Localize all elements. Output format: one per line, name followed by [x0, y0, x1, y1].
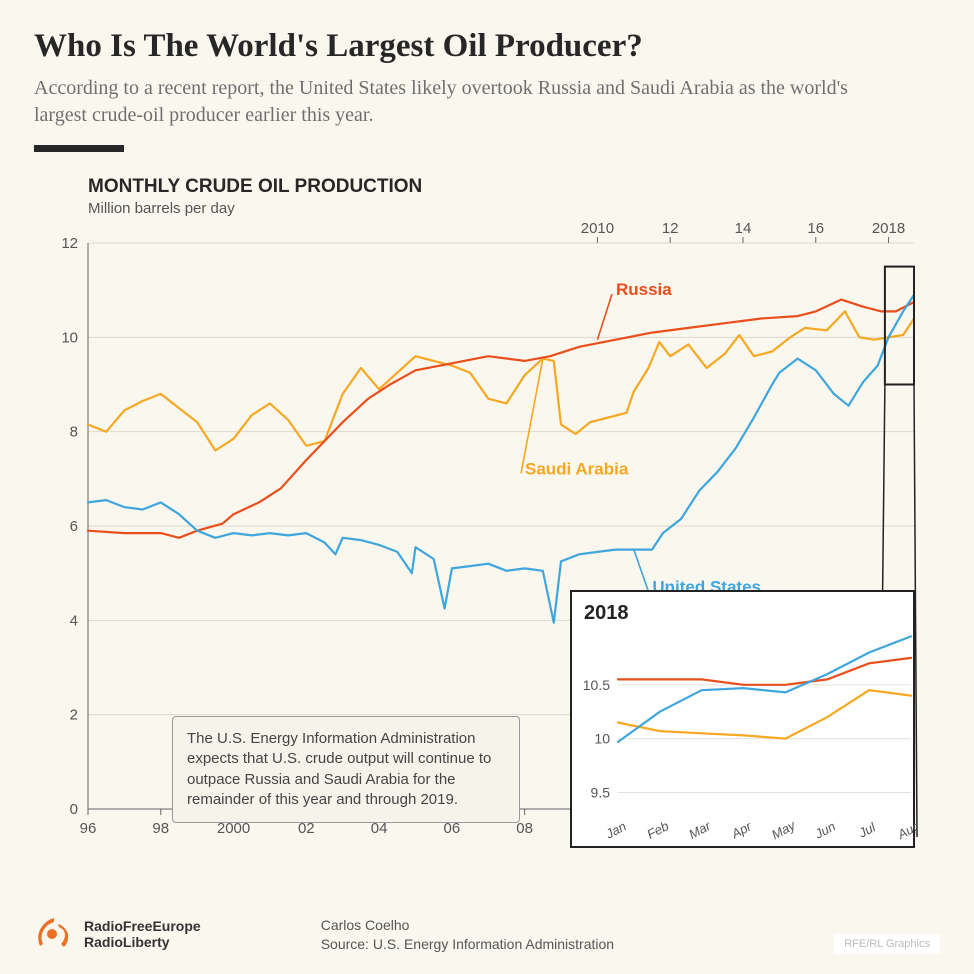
svg-text:Mar: Mar	[686, 818, 713, 842]
svg-text:Aug: Aug	[894, 818, 917, 843]
footer: RadioFreeEurope RadioLiberty Carlos Coel…	[34, 914, 940, 954]
source: Source: U.S. Energy Information Administ…	[321, 935, 614, 954]
svg-text:10: 10	[61, 329, 78, 346]
rferl-logo-icon	[34, 914, 74, 954]
chart-ylabel: Million barrels per day	[88, 200, 934, 217]
svg-text:2: 2	[70, 707, 78, 724]
title-divider	[34, 145, 124, 152]
svg-text:08: 08	[516, 820, 533, 837]
chart-title: MONTHLY CRUDE OIL PRODUCTION	[88, 176, 934, 198]
logo-line1: RadioFreeEurope	[84, 918, 201, 934]
logo-line2: RadioLiberty	[84, 934, 201, 950]
svg-text:Feb: Feb	[644, 818, 671, 842]
svg-text:Russia: Russia	[616, 280, 672, 299]
graphics-tag: RFE/RL Graphics	[834, 934, 940, 954]
svg-text:Saudi Arabia: Saudi Arabia	[525, 459, 629, 478]
svg-text:9.5: 9.5	[591, 784, 611, 800]
svg-text:2018: 2018	[872, 220, 905, 237]
page-title: Who Is The World's Largest Oil Producer?	[34, 28, 940, 65]
svg-text:12: 12	[61, 235, 78, 252]
svg-text:16: 16	[807, 220, 824, 237]
svg-text:May: May	[769, 817, 799, 842]
logo-text: RadioFreeEurope RadioLiberty	[84, 918, 201, 950]
svg-text:Jul: Jul	[855, 819, 879, 841]
svg-text:12: 12	[662, 220, 679, 237]
svg-text:8: 8	[70, 424, 78, 441]
svg-text:10: 10	[594, 731, 610, 747]
inset-year-label: 2018	[584, 602, 913, 625]
page-subtitle: According to a recent report, the United…	[34, 75, 894, 129]
svg-text:10.5: 10.5	[583, 677, 610, 693]
inset-chart: 2018 9.5 10 10.5 Jan Feb Mar Apr May Jun Jul Aug	[570, 590, 915, 848]
svg-text:98: 98	[152, 820, 169, 837]
inset-chart-svg: 9.5 10 10.5 Jan Feb Mar Apr May Jun Jul Aug	[572, 625, 917, 850]
chart-note: The U.S. Energy Information Administrati…	[172, 716, 520, 823]
svg-text:6: 6	[70, 518, 78, 535]
logo-block: RadioFreeEurope RadioLiberty	[34, 914, 201, 954]
svg-text:Jan: Jan	[602, 818, 628, 842]
svg-text:0: 0	[70, 801, 78, 818]
svg-text:96: 96	[80, 820, 97, 837]
infographic-page: Who Is The World's Largest Oil Producer?…	[0, 0, 974, 974]
author: Carlos Coelho	[321, 916, 614, 935]
svg-text:2010: 2010	[581, 220, 614, 237]
svg-text:Jun: Jun	[812, 818, 838, 842]
svg-text:4: 4	[70, 612, 78, 629]
svg-text:Apr: Apr	[728, 818, 754, 842]
svg-text:14: 14	[735, 220, 752, 237]
credits: Carlos Coelho Source: U.S. Energy Inform…	[321, 916, 614, 954]
